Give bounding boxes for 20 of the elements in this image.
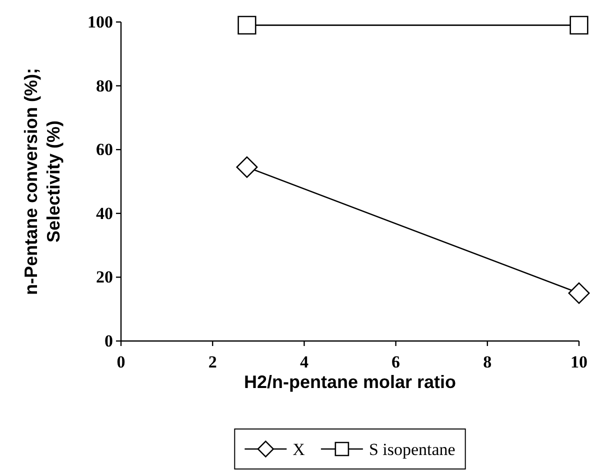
x-tick-label: 10 (570, 352, 588, 372)
x-tick-label: 6 (392, 352, 400, 372)
x-axis-title: H2/n-pentane molar ratio (244, 372, 456, 392)
y-tick-label: 80 (96, 76, 113, 96)
point (238, 16, 256, 34)
y-tick-label: 100 (88, 12, 113, 32)
x-tick-label: 8 (483, 352, 492, 372)
y-axis-title: n-Pentane conversion (%); Selectivity (%) (21, 68, 64, 296)
legend-label: S isopentane (368, 440, 456, 459)
y-tick-label: 40 (96, 204, 113, 223)
x-tick-label: 4 (300, 352, 309, 372)
y-tick-label: 60 (96, 140, 113, 160)
point (568, 282, 590, 304)
y-tick-label: 0 (104, 331, 113, 350)
point (570, 16, 588, 34)
point (236, 156, 258, 178)
legend-label: X (292, 440, 305, 459)
x-tick-label: 0 (116, 352, 126, 372)
y-tick-label: 20 (96, 268, 113, 287)
x-tick-label: 2 (208, 352, 217, 372)
